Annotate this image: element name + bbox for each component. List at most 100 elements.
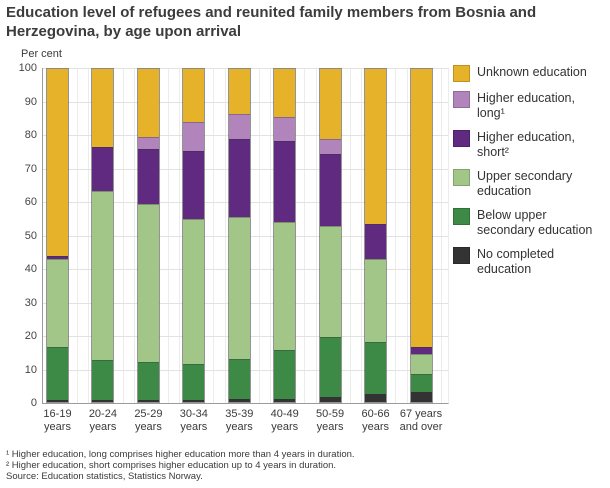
bar-segment-upper_secondary bbox=[92, 190, 114, 361]
bar-segment-no_completed bbox=[228, 398, 250, 402]
bar-segment-higher_short bbox=[410, 347, 432, 354]
legend-item-higher_long: Higher education, long¹ bbox=[453, 91, 607, 121]
bar-segment-upper_secondary bbox=[137, 203, 159, 363]
bar-35-39-years bbox=[227, 68, 251, 403]
bar-segment-no_completed bbox=[274, 398, 296, 402]
bar-segment-higher_short bbox=[319, 153, 341, 226]
y-tick-label: 40 bbox=[24, 263, 37, 275]
bar-segment-upper_secondary bbox=[410, 353, 432, 374]
legend-swatch-no_completed bbox=[453, 247, 470, 264]
y-tick-label: 0 bbox=[30, 397, 37, 409]
footnote-source: Source: Education statistics, Statistics… bbox=[6, 471, 203, 482]
bar-segment-upper_secondary bbox=[365, 258, 387, 343]
bar-segment-higher_long bbox=[183, 122, 205, 151]
bar-segment-below_upper bbox=[47, 347, 68, 401]
bar-segment-unknown bbox=[274, 69, 296, 118]
legend: Unknown education Higher education, long¹… bbox=[453, 65, 607, 277]
y-tick-label: 60 bbox=[24, 196, 37, 208]
bar-segment-higher_short bbox=[365, 223, 387, 259]
legend-item-upper_secondary: Upper secondary education bbox=[453, 169, 607, 199]
chart-title: Education level of refugees and reunited… bbox=[6, 4, 537, 40]
legend-swatch-unknown bbox=[453, 65, 470, 82]
legend-label: Higher education, long¹ bbox=[477, 91, 575, 120]
bar-segment-below_upper bbox=[137, 362, 159, 401]
bar-segment-unknown bbox=[319, 69, 341, 139]
y-tick-label: 80 bbox=[24, 129, 37, 141]
y-tick-label: 100 bbox=[18, 62, 37, 74]
y-tick-label: 90 bbox=[24, 95, 37, 108]
plot-area: 0 10 20 30 40 50 60 70 80 90 100 16-19 years 20-24 y… bbox=[19, 62, 449, 433]
bar-segment-no_completed bbox=[183, 400, 205, 402]
y-tick-label: 10 bbox=[24, 363, 37, 376]
y-tick-label: 70 bbox=[24, 162, 37, 175]
y-axis-unit-label: Per cent bbox=[21, 48, 62, 60]
x-tick-label: 16-19 years bbox=[43, 408, 72, 433]
bar-segment-higher_long bbox=[274, 117, 296, 141]
bar-segment-no_completed bbox=[92, 400, 114, 402]
bar-67-years-and-over bbox=[409, 68, 433, 403]
y-tick-label: 20 bbox=[24, 330, 37, 342]
x-tick-label: 40-49 years bbox=[270, 408, 299, 433]
bar-segment-no_completed bbox=[137, 400, 159, 402]
bar-segment-higher_short bbox=[183, 150, 205, 219]
legend-item-higher_short: Higher education, short² bbox=[453, 130, 607, 160]
bar-segment-unknown bbox=[365, 69, 387, 224]
footnotes: ¹ Higher education, long comprises highe… bbox=[6, 449, 566, 482]
bar-segment-no_completed bbox=[365, 393, 387, 402]
y-tick-label: 50 bbox=[24, 229, 37, 242]
legend-swatch-upper_secondary bbox=[453, 169, 470, 186]
legend-label: Upper secondary education bbox=[477, 169, 573, 198]
legend-swatch-higher_short bbox=[453, 130, 470, 147]
legend-item-no_completed: No completed education bbox=[453, 247, 607, 277]
bar-16-19-years bbox=[46, 68, 69, 403]
legend-swatch-below_upper bbox=[453, 208, 470, 225]
bar-segment-higher_long bbox=[137, 137, 159, 149]
x-tick-label: 67 years and over bbox=[399, 408, 443, 433]
bar-20-24-years bbox=[91, 68, 115, 403]
legend-item-below_upper: Below upper secondary education bbox=[453, 208, 607, 238]
y-tick-label: 30 bbox=[24, 296, 37, 309]
x-tick-label: 25-29 years bbox=[134, 408, 163, 433]
x-tick-label: 20-24 years bbox=[88, 408, 117, 433]
bar-segment-below_upper bbox=[228, 358, 250, 399]
bar-segment-unknown bbox=[183, 69, 205, 123]
bar-segment-upper_secondary bbox=[183, 218, 205, 364]
bar-segment-no_completed bbox=[410, 392, 432, 402]
x-tick-label: 50-59 years bbox=[316, 408, 345, 433]
bar-segment-higher_short bbox=[274, 140, 296, 223]
legend-swatch-higher_long bbox=[453, 91, 470, 108]
bar-segment-higher_short bbox=[47, 255, 68, 259]
bar-60-66-years bbox=[364, 68, 388, 403]
bar-segment-below_upper bbox=[183, 363, 205, 401]
legend-item-unknown: Unknown education bbox=[453, 65, 607, 82]
bar-segment-upper_secondary bbox=[47, 258, 68, 348]
bar-segment-unknown bbox=[228, 69, 250, 114]
bar-25-29-years bbox=[136, 68, 160, 403]
x-tick-label: 60-66 years bbox=[361, 408, 390, 433]
bar-segment-higher_long bbox=[228, 113, 250, 139]
bar-segment-no_completed bbox=[319, 397, 341, 402]
legend-label: Below upper secondary education bbox=[477, 208, 593, 237]
x-tick-label: 30-34 years bbox=[179, 408, 208, 433]
bar-40-49-years bbox=[273, 68, 297, 403]
bar-segment-below_upper bbox=[274, 350, 296, 399]
footnote-1: ¹ Higher education, long comprises highe… bbox=[6, 449, 355, 460]
bar-segment-unknown bbox=[137, 69, 159, 138]
bar-30-34-years bbox=[182, 68, 206, 403]
bar-segment-upper_secondary bbox=[319, 225, 341, 338]
bar-segment-unknown bbox=[410, 69, 432, 348]
bar-segment-no_completed bbox=[47, 400, 68, 402]
bar-segment-below_upper bbox=[365, 342, 387, 394]
bar-segment-higher_long bbox=[319, 138, 341, 154]
x-tick-label: 35-39 years bbox=[225, 408, 254, 433]
bar-segment-upper_secondary bbox=[274, 222, 296, 351]
bar-segment-below_upper bbox=[410, 373, 432, 393]
bar-segment-higher_short bbox=[137, 148, 159, 204]
bar-segment-below_upper bbox=[319, 337, 341, 398]
bar-segment-higher_short bbox=[92, 147, 114, 191]
bar-segment-below_upper bbox=[92, 360, 114, 401]
bar-segment-unknown bbox=[92, 69, 114, 148]
bar-segment-unknown bbox=[47, 69, 68, 256]
bar-segment-higher_short bbox=[228, 138, 250, 218]
